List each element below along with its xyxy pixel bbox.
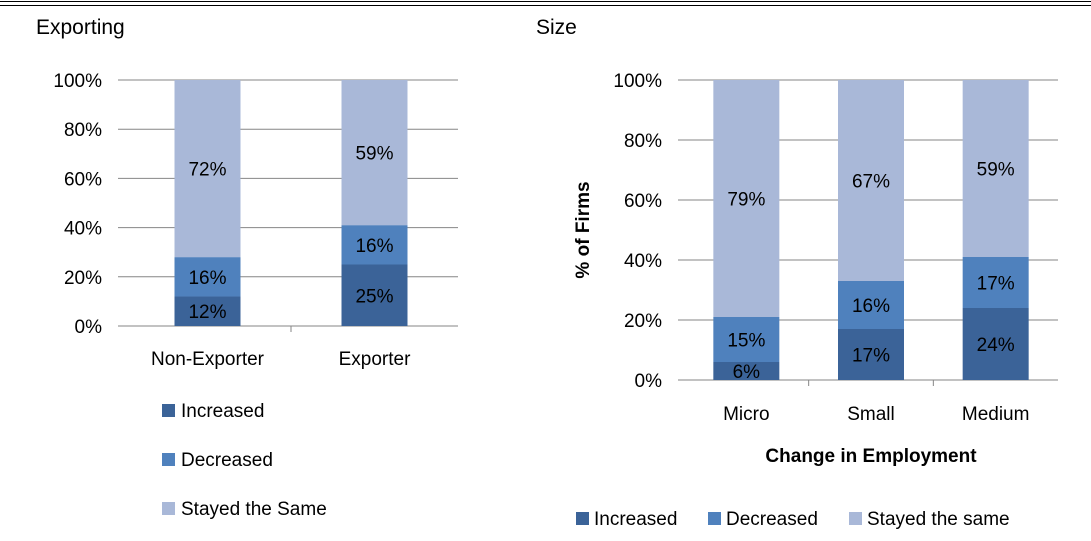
exporting-legend-label: Decreased — [181, 450, 273, 471]
exporting-legend-label: Stayed the Same — [181, 499, 327, 520]
exporting-data-label: 12% — [188, 302, 226, 323]
size-bar-decreased — [713, 317, 780, 362]
size-y-tick-label: 100% — [613, 71, 662, 92]
size-bar-increased — [838, 329, 904, 380]
size-data-label: 59% — [977, 160, 1015, 181]
size-bar-stayed-the-same — [962, 80, 1029, 257]
size-bar-stayed-the-same — [838, 80, 904, 281]
size-y-tick-label: 80% — [624, 131, 662, 152]
exporting-bar-stayed-the-same — [174, 80, 241, 258]
size-legend-label: Decreased — [726, 509, 818, 530]
exporting-bar-decreased — [341, 225, 408, 265]
size-category-label: Micro — [723, 404, 769, 425]
size-y-tick-label: 60% — [624, 191, 662, 212]
size-bar-increased — [962, 308, 1029, 380]
exporting-data-label: 72% — [188, 160, 226, 181]
exporting-y-tick-label: 60% — [64, 169, 102, 190]
exporting-bar-stayed-the-same — [341, 80, 408, 226]
exporting-y-tick-label: 100% — [53, 71, 102, 92]
exporting-category-label: Non-Exporter — [151, 349, 265, 370]
exporting-category-label: Exporter — [339, 349, 411, 370]
top-rule-inner — [0, 5, 1091, 6]
exporting-legend-swatch — [162, 502, 175, 515]
size-data-label: 16% — [852, 296, 890, 317]
exporting-data-label: 25% — [355, 286, 393, 307]
exporting-y-tick-label: 40% — [64, 219, 102, 240]
size-data-label: 79% — [727, 190, 765, 211]
size-data-label: 67% — [852, 172, 890, 193]
size-y-tick-label: 20% — [624, 311, 662, 332]
exporting-data-label: 59% — [355, 144, 393, 165]
size-bar-increased — [713, 362, 780, 380]
size-bar-decreased — [962, 257, 1029, 308]
exporting-bar-decreased — [174, 257, 241, 297]
size-category-label: Small — [847, 404, 895, 425]
size-data-label: 17% — [977, 274, 1015, 295]
size-x-axis-title: Change in Employment — [765, 446, 977, 467]
size-legend-swatch — [849, 512, 862, 525]
exporting-y-tick-label: 80% — [64, 120, 102, 141]
exporting-bar-increased — [341, 264, 408, 326]
exporting-chart-title: Exporting — [36, 16, 125, 39]
top-rule — [0, 1, 1091, 2]
size-legend-label: Increased — [594, 509, 677, 530]
exporting-legend-swatch — [162, 453, 175, 466]
size-data-label: 17% — [852, 346, 890, 367]
size-y-axis-title: % of Firms — [573, 181, 594, 278]
exporting-y-tick-label: 0% — [75, 317, 103, 338]
size-legend-swatch — [576, 512, 589, 525]
size-legend-label: Stayed the same — [867, 509, 1010, 530]
exporting-y-tick-label: 20% — [64, 268, 102, 289]
size-data-label: 15% — [727, 331, 765, 352]
exporting-legend-label: Increased — [181, 401, 264, 422]
size-data-label: 6% — [733, 362, 761, 383]
exporting-data-label: 16% — [355, 236, 393, 257]
size-chart-title: Size — [536, 16, 577, 39]
size-y-tick-label: 40% — [624, 251, 662, 272]
size-bar-stayed-the-same — [713, 80, 780, 317]
exporting-bar-increased — [174, 296, 241, 326]
size-legend-swatch — [708, 512, 721, 525]
size-y-tick-label: 0% — [635, 371, 663, 392]
size-bar-decreased — [838, 281, 904, 329]
size-category-label: Medium — [962, 404, 1030, 425]
size-data-label: 24% — [977, 335, 1015, 356]
exporting-data-label: 16% — [188, 268, 226, 289]
exporting-legend-swatch — [162, 404, 175, 417]
